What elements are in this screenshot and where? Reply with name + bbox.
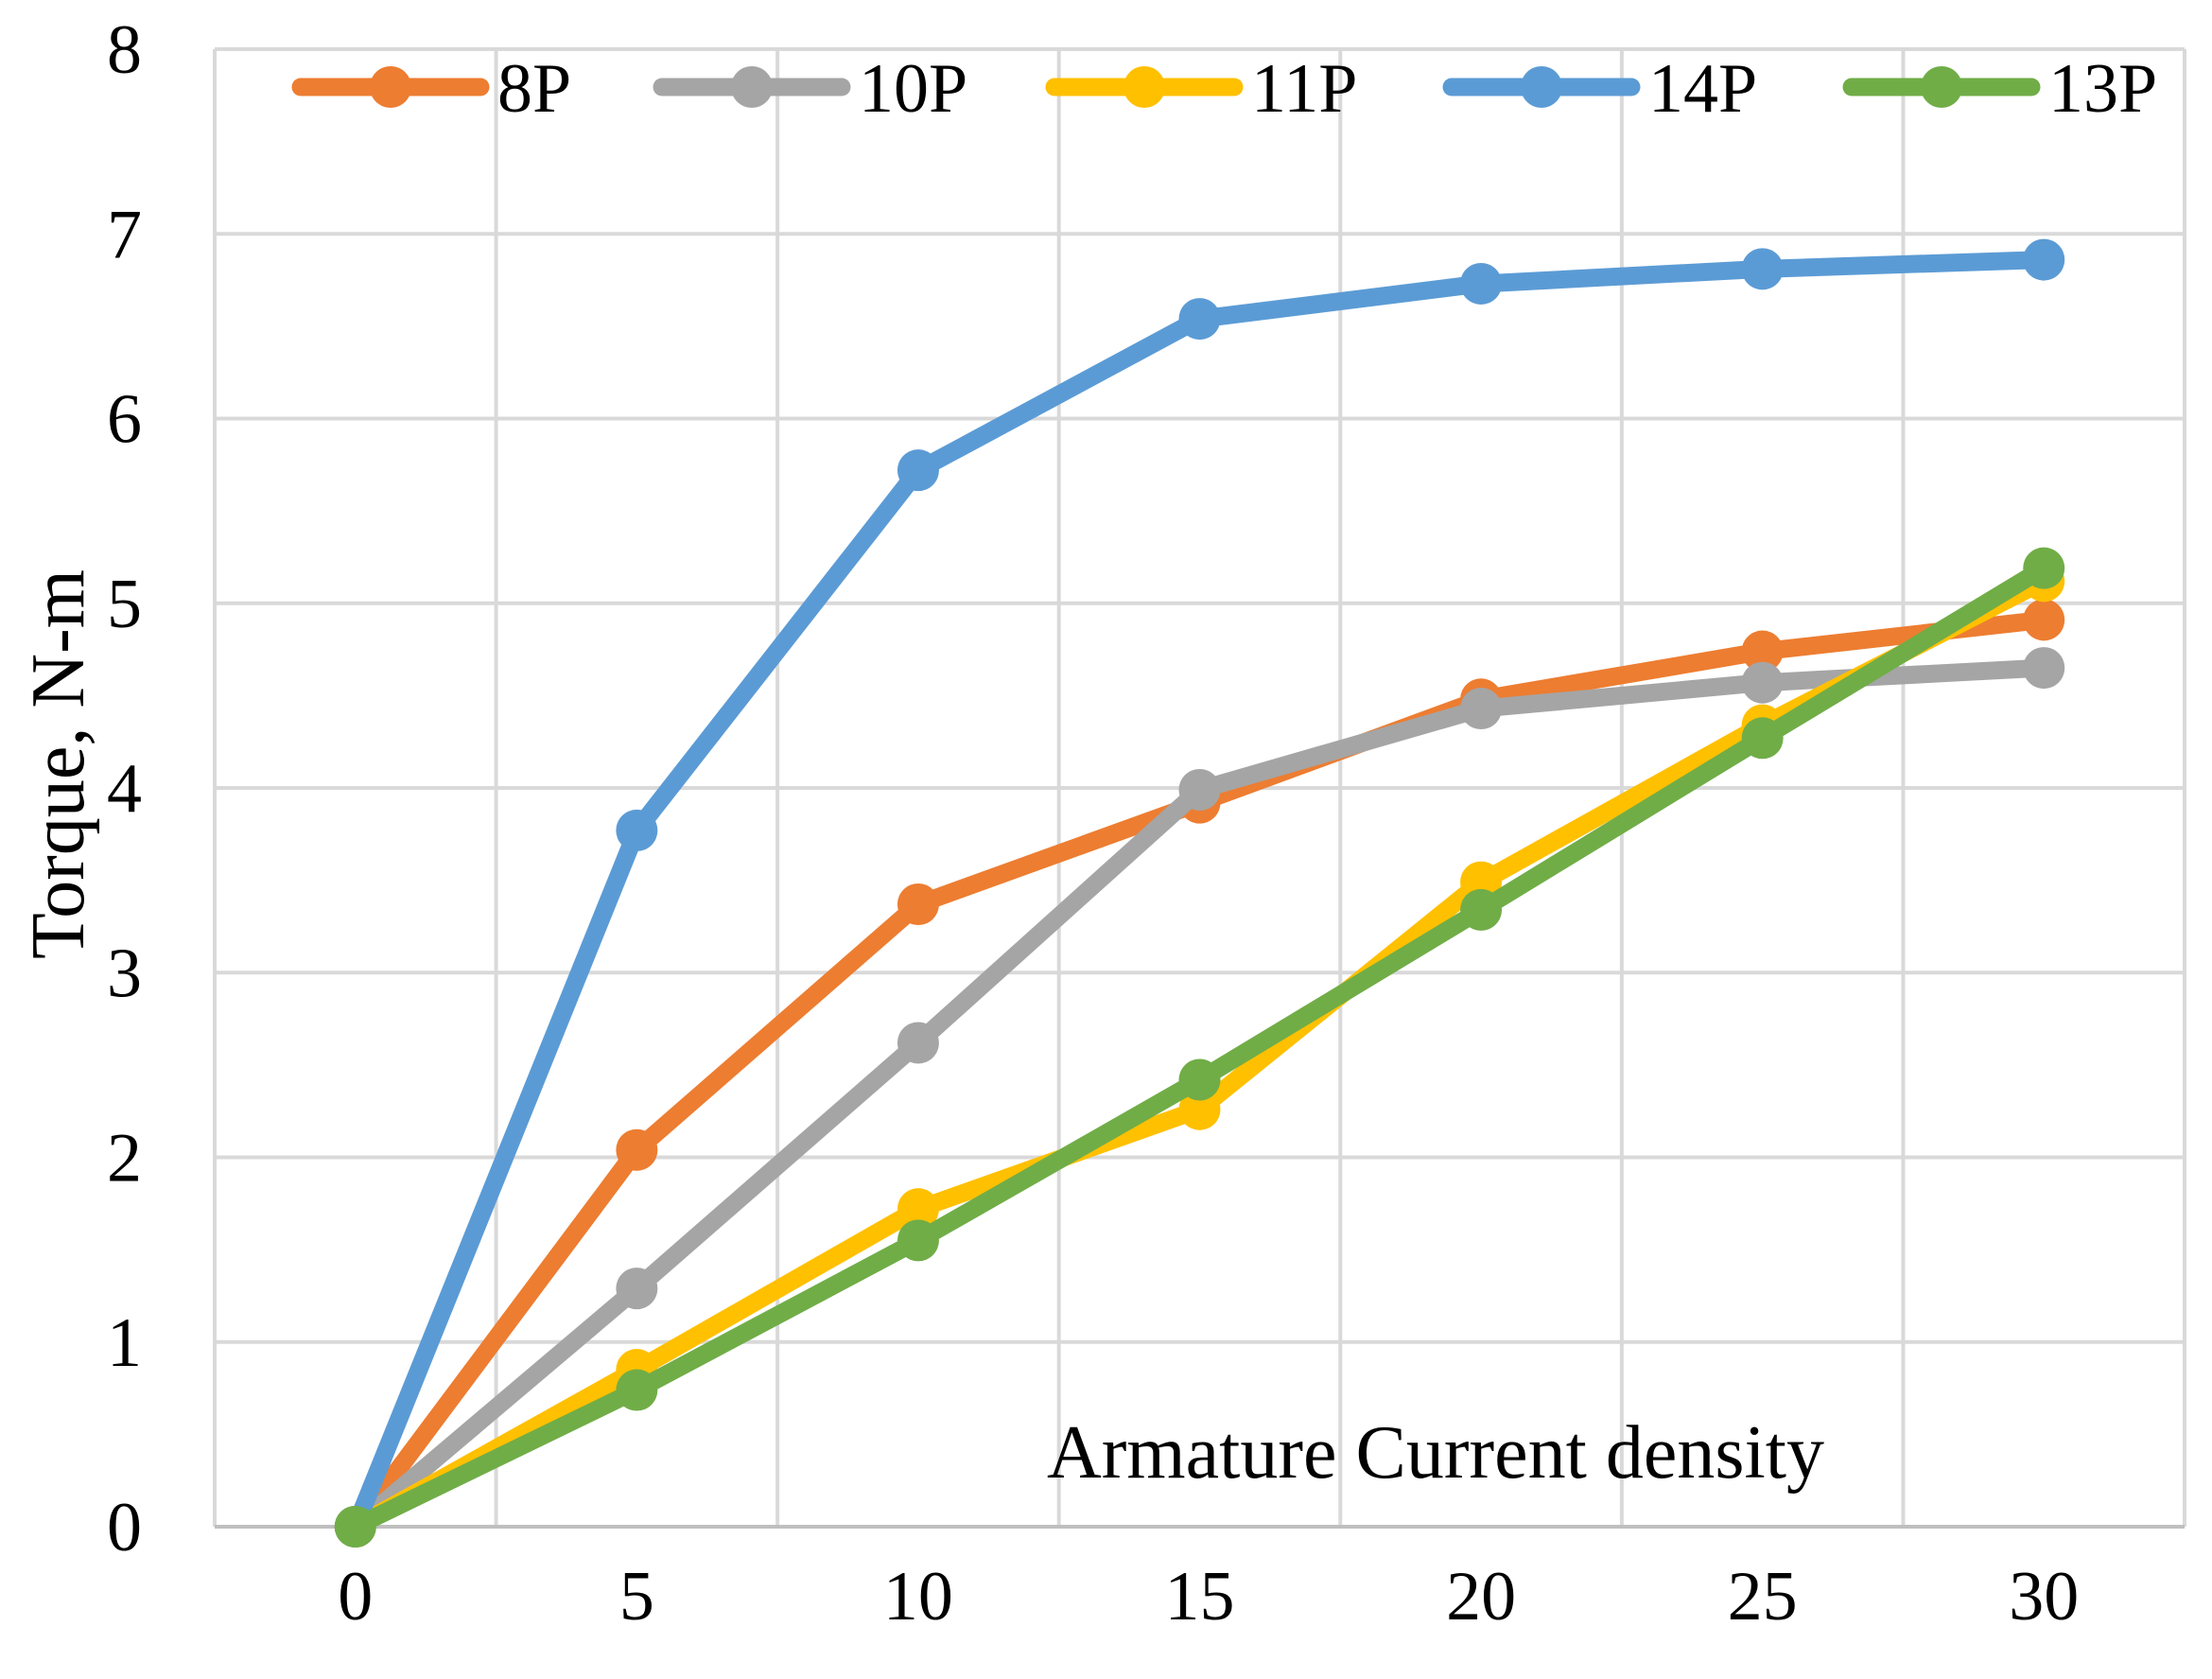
y-tick-label: 1 xyxy=(107,1304,142,1382)
legend-item-14P: 14P xyxy=(1442,50,1757,128)
data-point-8P xyxy=(2023,599,2065,641)
gridlines xyxy=(213,47,2186,1529)
legend-label: 8P xyxy=(497,50,571,128)
y-axis-title: Torque, N-m xyxy=(17,569,100,959)
series-14P xyxy=(334,238,2065,1548)
series-10P xyxy=(334,647,2065,1548)
data-point-14P xyxy=(1741,248,1784,290)
data-point-14P xyxy=(2023,238,2065,281)
x-tick-label: 25 xyxy=(1728,1558,1798,1635)
y-tick-label: 3 xyxy=(107,935,142,1012)
x-tick-label: 30 xyxy=(2009,1558,2079,1635)
legend-label: 13P xyxy=(2048,50,2157,128)
data-point-13P xyxy=(897,1219,939,1262)
x-tick-label: 0 xyxy=(338,1558,373,1635)
legend-swatch-marker xyxy=(370,66,411,108)
x-tick-label: 15 xyxy=(1165,1558,1235,1635)
legend-label: 10P xyxy=(859,50,967,128)
legend-item-8P: 8P xyxy=(291,50,571,128)
data-point-10P xyxy=(1178,768,1221,811)
data-point-10P xyxy=(1460,688,1503,730)
x-axis-title: Armature Current density xyxy=(1047,1411,1824,1495)
data-point-13P xyxy=(1460,888,1503,931)
series-line-14P xyxy=(346,251,2053,1536)
legend-swatch-marker xyxy=(731,66,773,108)
y-tick-label: 5 xyxy=(107,566,142,643)
legend: 8P 10P 11P 14P 13P xyxy=(291,50,2157,128)
data-series xyxy=(334,238,2065,1548)
data-point-8P xyxy=(616,1128,658,1171)
y-axis-tick-labels: 0 1 2 3 4 5 6 7 8 xyxy=(107,11,142,1566)
legend-swatch-marker xyxy=(1921,66,1962,108)
data-point-14P xyxy=(616,809,658,851)
y-tick-label: 0 xyxy=(107,1489,142,1566)
y-tick-label: 2 xyxy=(107,1120,142,1198)
data-point-10P xyxy=(897,1022,939,1064)
data-point-13P xyxy=(1178,1058,1221,1101)
legend-label: 11P xyxy=(1251,50,1357,128)
data-point-14P xyxy=(1460,262,1503,305)
data-point-8P xyxy=(897,883,939,926)
y-tick-label: 8 xyxy=(107,11,142,89)
data-point-14P xyxy=(1178,298,1221,341)
data-point-10P xyxy=(616,1268,658,1310)
data-point-14P xyxy=(897,449,939,492)
y-tick-label: 7 xyxy=(107,196,142,273)
data-point-13P xyxy=(616,1369,658,1411)
legend-swatch-marker xyxy=(1521,66,1562,108)
legend-item-11P: 11P xyxy=(1045,50,1357,128)
x-tick-label: 10 xyxy=(883,1558,953,1635)
x-tick-label: 5 xyxy=(619,1558,654,1635)
data-point-13P xyxy=(2023,547,2065,589)
data-point-11P xyxy=(897,1188,939,1231)
legend-item-10P: 10P xyxy=(653,50,967,128)
x-tick-label: 20 xyxy=(1446,1558,1516,1635)
legend-label: 14P xyxy=(1648,50,1757,128)
data-point-10P xyxy=(2023,647,2065,690)
data-point-10P xyxy=(1741,661,1784,704)
x-axis-tick-labels: 0 5 10 15 20 25 30 xyxy=(338,1558,2079,1635)
series-13P xyxy=(334,547,2065,1548)
legend-item-13P: 13P xyxy=(1842,50,2157,128)
data-point-13P xyxy=(1741,717,1784,760)
legend-swatch-marker xyxy=(1123,66,1165,108)
data-point-11P xyxy=(1178,1088,1221,1130)
y-tick-label: 4 xyxy=(107,750,142,828)
data-point-8P xyxy=(1741,630,1784,673)
y-tick-label: 6 xyxy=(107,381,142,459)
data-point-13P xyxy=(334,1506,376,1548)
